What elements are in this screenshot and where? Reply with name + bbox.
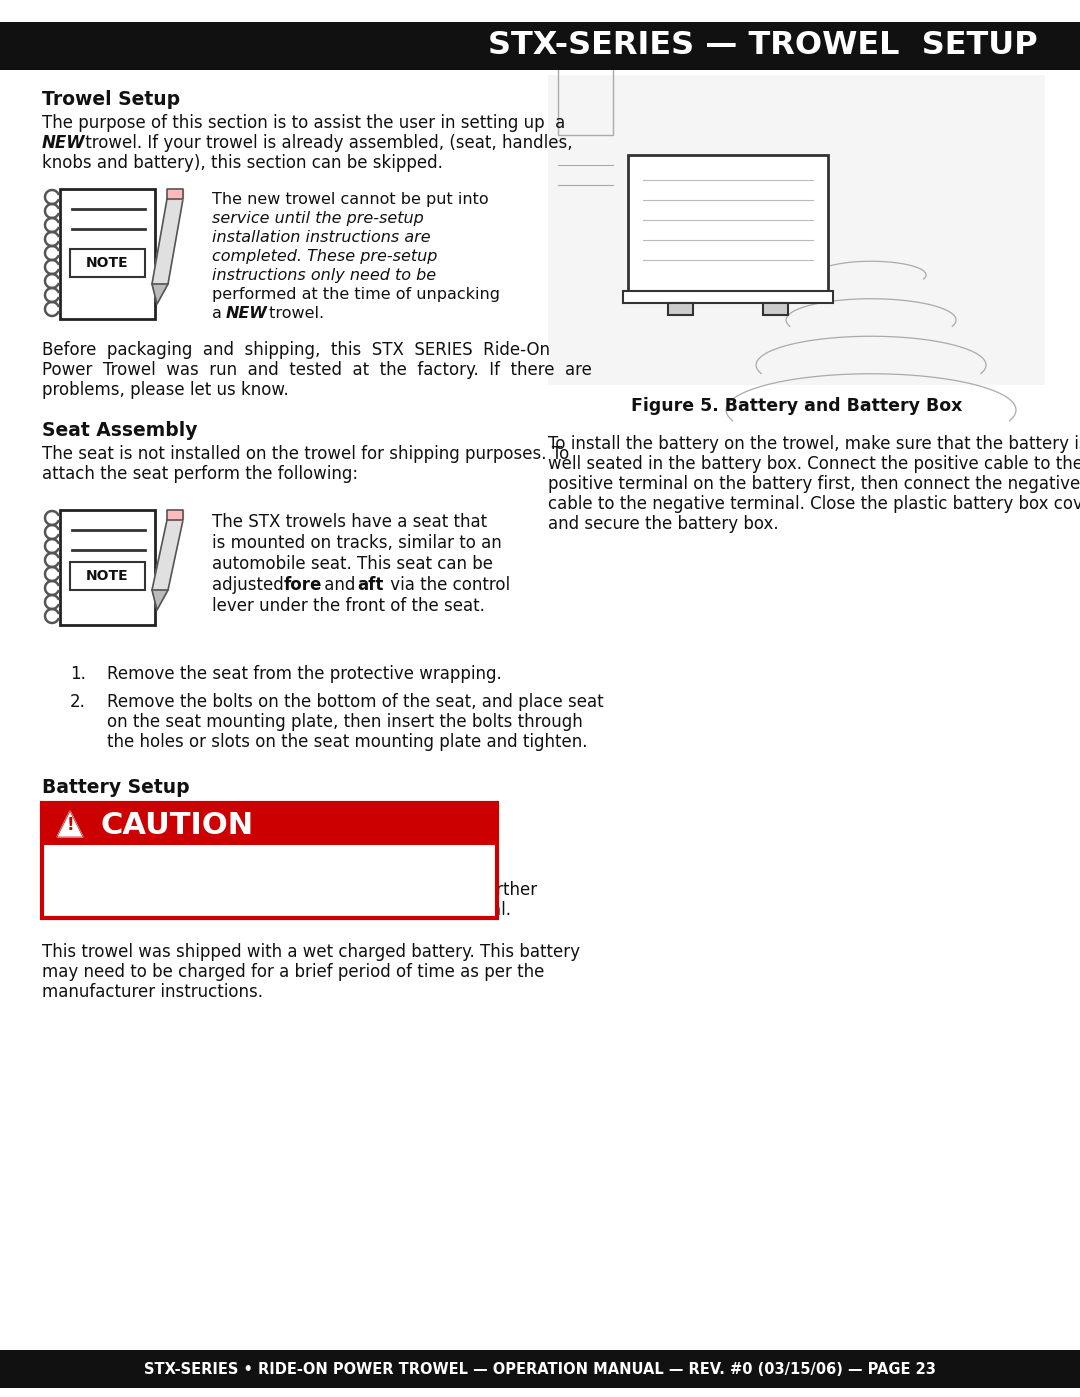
Text: manufacturer when working with the battery. See further: manufacturer when working with the batte… [62, 882, 537, 900]
Text: NEW: NEW [226, 306, 268, 321]
Text: via the control: via the control [384, 576, 510, 594]
Text: attach the seat perform the following:: attach the seat perform the following: [42, 465, 359, 483]
Text: trowel.: trowel. [264, 306, 324, 321]
Text: STX-SERIES — TROWEL  SETUP: STX-SERIES — TROWEL SETUP [488, 31, 1038, 61]
Bar [762, 303, 788, 314]
Polygon shape [57, 812, 83, 837]
Text: well seated in the battery box. Connect the positive cable to the: well seated in the battery box. Connect … [548, 455, 1080, 474]
Text: and: and [319, 576, 361, 594]
Text: cable to the negative terminal. Close the plastic battery box cover: cable to the negative terminal. Close th… [548, 495, 1080, 513]
Bar [623, 291, 833, 303]
Text: The STX trowels have a seat that: The STX trowels have a seat that [212, 513, 487, 531]
Text: Trowel Setup: Trowel Setup [42, 89, 180, 109]
Text: Remove the bolts on the bottom of the seat, and place seat: Remove the bolts on the bottom of the se… [107, 693, 604, 711]
Text: Before  packaging  and  shipping,  this  STX  SERIES  Ride-On: Before packaging and shipping, this STX … [42, 341, 550, 359]
Bar [558, 54, 613, 136]
Text: service until the pre-setup: service until the pre-setup [212, 211, 423, 226]
Text: specific safety information on page 16 of this manual.: specific safety information on page 16 o… [62, 901, 511, 919]
Text: The purpose of this section is to assist the user in setting up  a: The purpose of this section is to assist… [42, 115, 565, 131]
Text: Figure 5. Battery and Battery Box: Figure 5. Battery and Battery Box [631, 397, 962, 415]
Bar [0, 1350, 1080, 1389]
Polygon shape [152, 198, 183, 284]
Text: lever under the front of the seat.: lever under the front of the seat. [212, 597, 485, 615]
Text: CAUTION: CAUTION [100, 810, 253, 840]
Text: the holes or slots on the seat mounting plate and tighten.: the holes or slots on the seat mounting … [107, 733, 588, 752]
Bar [42, 803, 497, 845]
Polygon shape [152, 590, 168, 610]
Bar [669, 303, 693, 314]
Text: problems, please let us know.: problems, please let us know. [42, 381, 288, 400]
Text: Remove the seat from the protective wrapping.: Remove the seat from the protective wrap… [107, 665, 502, 683]
Text: NOTE: NOTE [86, 256, 129, 270]
Text: manufacturer instructions.: manufacturer instructions. [42, 983, 264, 1002]
Polygon shape [167, 189, 183, 198]
Bar [70, 249, 145, 277]
Text: on the seat mounting plate, then insert the bolts through: on the seat mounting plate, then insert … [107, 712, 583, 731]
Bar [548, 75, 1045, 386]
Polygon shape [152, 520, 183, 590]
Text: adjusted: adjusted [212, 576, 289, 594]
Polygon shape [152, 284, 168, 305]
Bar [60, 510, 156, 624]
Text: completed. These pre-setup: completed. These pre-setup [212, 249, 437, 264]
Text: Battery Setup: Battery Setup [42, 778, 190, 798]
Text: To install the battery on the trowel, make sure that the battery is: To install the battery on the trowel, ma… [548, 434, 1080, 453]
Bar [60, 189, 156, 319]
Text: STX-SERIES • RIDE-ON POWER TROWEL — OPERATION MANUAL — REV. #0 (03/15/06) — PAGE: STX-SERIES • RIDE-ON POWER TROWEL — OPER… [144, 1362, 936, 1376]
Text: NOTE: NOTE [86, 569, 129, 583]
Bar [0, 22, 1080, 70]
Text: The seat is not installed on the trowel for shipping purposes. To: The seat is not installed on the trowel … [42, 446, 569, 462]
Text: Power  Trowel  was  run  and  tested  at  the  factory.  If  there  are: Power Trowel was run and tested at the f… [42, 360, 592, 379]
Text: positive terminal on the battery first, then connect the negative: positive terminal on the battery first, … [548, 475, 1080, 493]
Text: performed at the time of unpacking: performed at the time of unpacking [212, 286, 500, 302]
Text: trowel. If your trowel is already assembled, (seat, handles,: trowel. If your trowel is already assemb… [80, 134, 572, 152]
Text: This trowel was shipped with a wet charged battery. This battery: This trowel was shipped with a wet charg… [42, 943, 580, 961]
Bar [42, 803, 497, 918]
Text: knobs and battery), this section can be skipped.: knobs and battery), this section can be … [42, 154, 443, 172]
Text: may need to be charged for a brief period of time as per the: may need to be charged for a brief perio… [42, 963, 544, 981]
Bar [70, 562, 145, 590]
Text: fore: fore [284, 576, 322, 594]
Text: and secure the battery box.: and secure the battery box. [548, 515, 779, 534]
Text: a: a [212, 306, 227, 321]
Bar [627, 155, 828, 295]
Text: aft: aft [357, 576, 383, 594]
Text: NEW: NEW [42, 134, 85, 152]
Text: automobile seat. This seat can be: automobile seat. This seat can be [212, 555, 492, 573]
Text: The new trowel cannot be put into: The new trowel cannot be put into [212, 191, 488, 207]
Text: instructions only need to be: instructions only need to be [212, 268, 436, 284]
Text: Seat Assembly: Seat Assembly [42, 420, 198, 440]
Text: 1.: 1. [70, 665, 86, 683]
Text: Use all safety precautions specified by the battery: Use all safety precautions specified by … [62, 861, 481, 879]
Text: !: ! [66, 816, 73, 834]
Text: is mounted on tracks, similar to an: is mounted on tracks, similar to an [212, 534, 502, 552]
Text: 2.: 2. [70, 693, 86, 711]
Polygon shape [167, 510, 183, 520]
Text: installation instructions are: installation instructions are [212, 231, 431, 244]
